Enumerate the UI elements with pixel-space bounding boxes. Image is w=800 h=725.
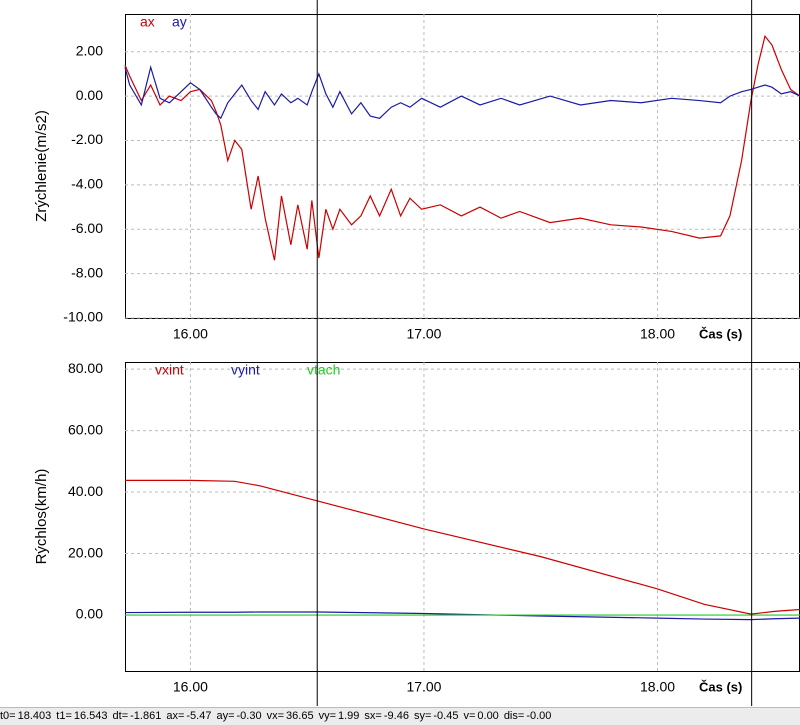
- y-tick-label: 60.00: [68, 421, 103, 437]
- x-tick-label: 18.00: [640, 679, 675, 695]
- status-value: 0.00: [477, 710, 499, 722]
- status-value: 1.99: [338, 710, 360, 722]
- plot-area: [125, 14, 800, 319]
- plot-area: [125, 362, 800, 672]
- charts: 2.00 0.00 -2.00 -4.00 -6.00 -8.00 -10.00 16.00 1…: [33, 0, 800, 706]
- status-value: -0.00: [526, 710, 552, 722]
- y-axis-label: Zrýchlenie(m/s2): [33, 110, 50, 222]
- status-label: v=: [463, 710, 476, 722]
- y-tick-label: -6.00: [71, 220, 103, 236]
- y-tick-label: -8.00: [71, 264, 103, 280]
- x-tick-label: 16.00: [173, 326, 208, 342]
- y-tick-label: -2.00: [71, 131, 103, 147]
- status-label: dis=: [503, 710, 525, 722]
- status-label: dt=: [112, 710, 129, 722]
- status-label: vy=: [318, 710, 336, 722]
- x-axis-label: Čas (s): [699, 679, 742, 694]
- status-label: t0=: [0, 710, 16, 722]
- x-tick-label: 16.00: [173, 679, 208, 695]
- y-tick-label: 80.00: [68, 360, 103, 376]
- legend-label: vxint: [155, 362, 184, 378]
- y-tick-label: 40.00: [68, 483, 103, 499]
- status-value: -1.861: [130, 710, 162, 722]
- series-line: [125, 479, 800, 615]
- legend-label: ay: [172, 14, 187, 30]
- x-tick-label: 17.00: [406, 679, 441, 695]
- status-label: ax=: [166, 710, 185, 722]
- legend-label: vyint: [231, 362, 260, 378]
- status-value: -5.47: [186, 710, 212, 722]
- status-label: sy=: [413, 710, 432, 722]
- status-value: 16.543: [73, 710, 108, 722]
- x-axis-label: Čas (s): [699, 326, 742, 341]
- y-tick-label: -10.00: [63, 309, 103, 325]
- y-tick-label: 0.00: [76, 606, 103, 622]
- status-value: 18.403: [17, 710, 52, 722]
- y-tick-label: 2.00: [76, 42, 103, 58]
- status-label: ay=: [216, 710, 235, 722]
- status-label: vx=: [266, 710, 285, 722]
- status-label: t1=: [56, 710, 72, 722]
- legend-label: ax: [140, 14, 155, 30]
- x-tick-label: 17.00: [406, 326, 441, 342]
- y-axis-label: Rýchlos(km/h): [33, 469, 50, 565]
- x-tick-label: 18.00: [640, 326, 675, 342]
- y-tick-label: 0.00: [76, 87, 103, 103]
- status-value: 36.65: [286, 710, 314, 722]
- series-line: [124, 64, 800, 120]
- status-bar: t0= 18.403 t1= 16.543 dt= -1.861 ax= -5.47 ay= -0…: [0, 707, 800, 725]
- y-tick-label: 20.00: [68, 544, 103, 560]
- status-value: -9.46: [383, 710, 409, 722]
- series-line: [124, 34, 800, 261]
- status-value: -0.45: [433, 710, 459, 722]
- status-value: -0.30: [236, 710, 262, 722]
- legend-label: vtach: [307, 362, 340, 378]
- y-tick-label: -4.00: [71, 176, 103, 192]
- status-label: sx=: [364, 710, 382, 722]
